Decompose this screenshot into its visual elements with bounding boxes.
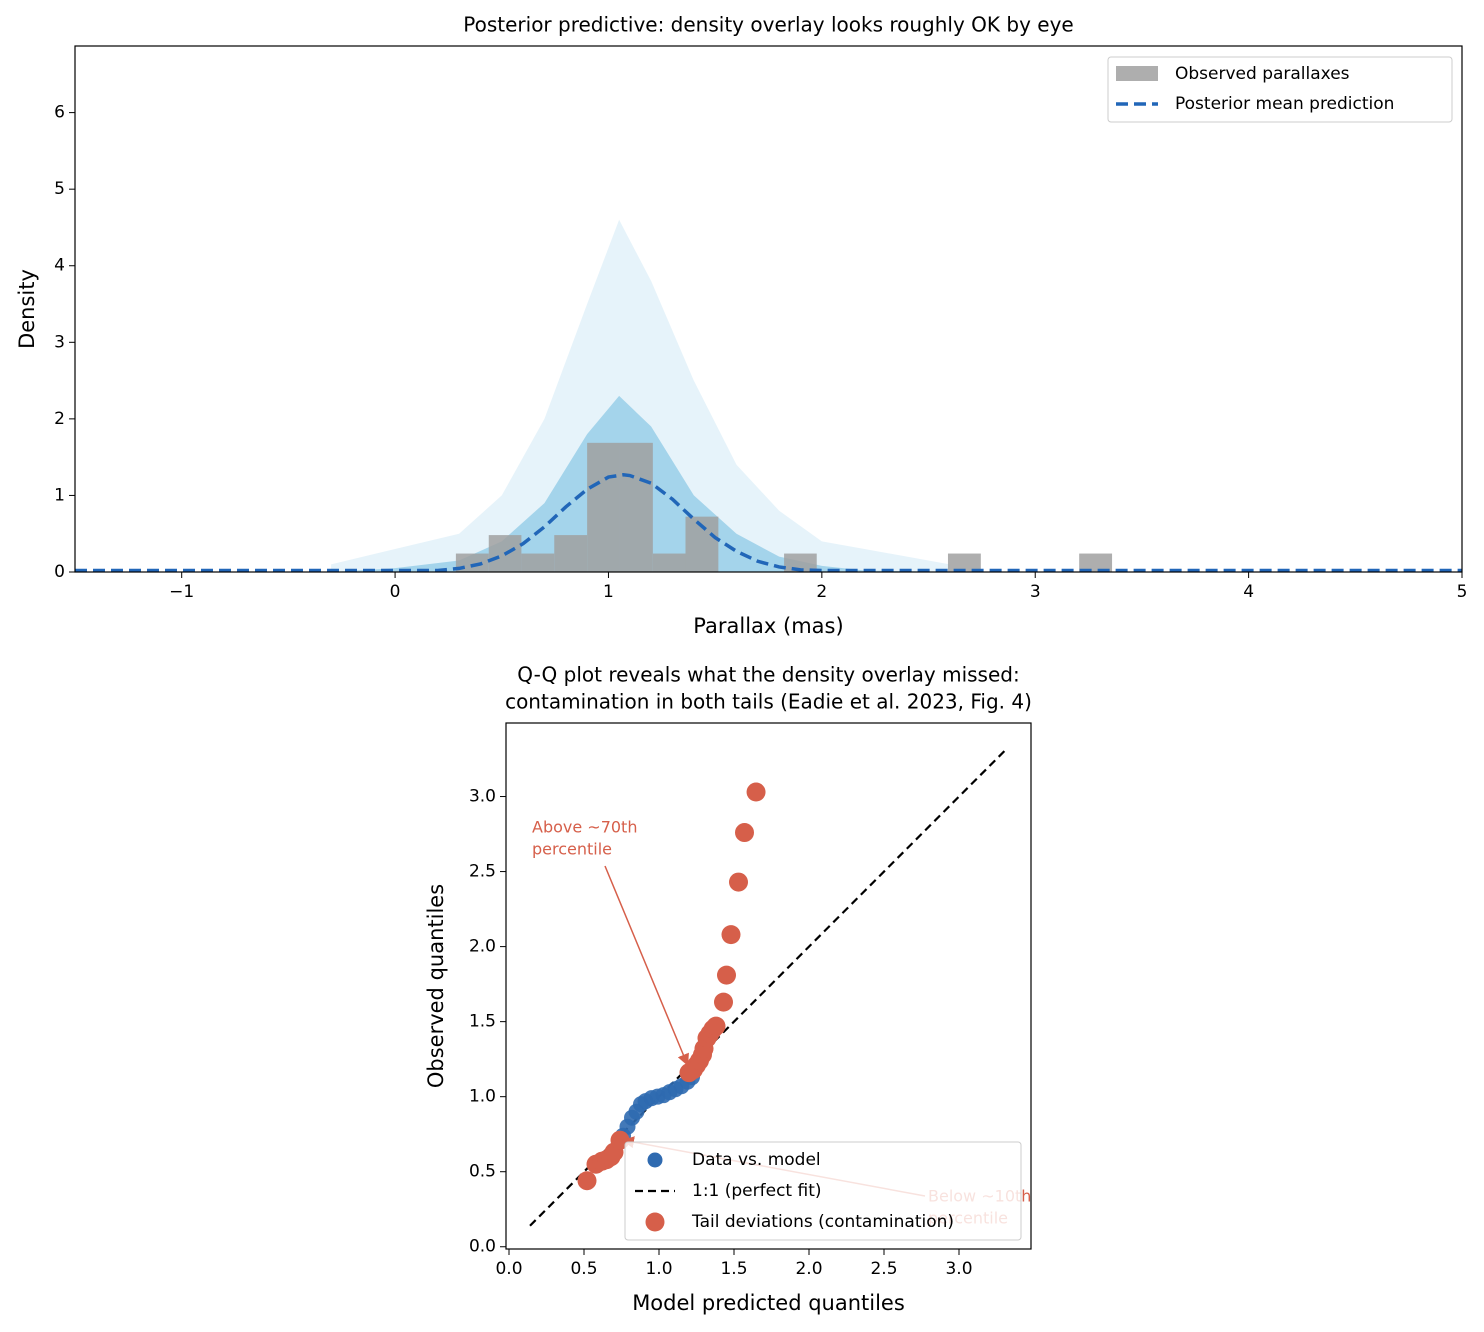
y-tick-label: 1.0 [469, 1087, 496, 1107]
legend-box [624, 1141, 1022, 1241]
legend-swatch [1116, 66, 1158, 81]
histogram-bar [554, 535, 588, 572]
legend-box [1107, 56, 1453, 123]
legend-label: 1:1 (perfect fit) [692, 1181, 822, 1201]
x-tick-label: 5 [1457, 582, 1468, 602]
y-tick-label: 0.5 [469, 1162, 496, 1182]
tail-point [717, 965, 736, 985]
x-tick-label: 1.5 [720, 1259, 747, 1279]
y-tick-label: 2.5 [469, 862, 496, 882]
identity-line [529, 747, 1008, 1227]
histogram-bar [619, 442, 653, 572]
x-tick-label: 1.0 [645, 1259, 672, 1279]
tail-point [746, 782, 766, 802]
legend-swatch [647, 1152, 663, 1168]
histogram-bar [587, 442, 620, 572]
x-tick-label: 0 [390, 582, 401, 602]
tail-point [577, 1171, 597, 1191]
histogram-bar [652, 553, 686, 572]
x-tick-label: 2.0 [795, 1259, 822, 1279]
axes-frame [505, 722, 1032, 1250]
legend-label: Tail deviations (contamination) [691, 1212, 954, 1232]
y-tick-label: 6 [54, 103, 65, 123]
x-tick-label: 3 [1030, 582, 1041, 602]
x-axis-label: Parallax (mas) [693, 614, 843, 638]
chart-title: contamination in both tails (Eadie et al… [505, 690, 1032, 714]
legend-swatch [645, 1212, 665, 1232]
mean-curve [75, 472, 1462, 573]
y-tick-label: 0.0 [469, 1237, 496, 1257]
x-tick-label: 3.0 [945, 1259, 972, 1279]
y-tick-label: 4 [54, 256, 65, 276]
y-tick-label: 5 [54, 179, 65, 199]
annotation-arrow [604, 865, 689, 1067]
y-axis-label: Density [15, 269, 39, 349]
x-tick-label: 2 [816, 582, 827, 602]
annotation: Above ~70th [532, 818, 637, 837]
predictive-draws [331, 219, 950, 572]
y-tick-label: 2.0 [469, 937, 496, 957]
x-tick-label: 4 [1243, 582, 1254, 602]
tail-point [714, 992, 733, 1012]
chart-title: Posterior predictive: density overlay lo… [463, 13, 1073, 37]
tail-point [721, 925, 741, 945]
annotation: percentile [532, 840, 612, 859]
y-tick-label: 3.0 [469, 787, 496, 807]
tail-point [706, 1016, 726, 1036]
y-axis-label: Observed quantiles [424, 884, 448, 1088]
x-tick-label: −1 [169, 582, 194, 602]
legend-label: Observed parallaxes [1175, 64, 1350, 84]
legend-label: Data vs. model [692, 1150, 821, 1170]
x-tick-label: 2.5 [870, 1259, 897, 1279]
histogram-bar [947, 553, 981, 572]
chart-title: Q-Q plot reveals what the density overla… [517, 663, 1019, 687]
x-tick-label: 0.5 [570, 1259, 597, 1279]
x-axis-label: Model predicted quantiles [632, 1291, 905, 1315]
histogram-bar [521, 553, 555, 572]
y-tick-label: 1 [54, 485, 65, 505]
tail-point [729, 872, 748, 892]
y-tick-label: 0 [54, 562, 65, 582]
x-tick-label: 1 [603, 582, 614, 602]
tail-point [735, 823, 754, 843]
x-tick-label: 0.0 [495, 1259, 522, 1279]
y-tick-label: 2 [54, 409, 65, 429]
histogram-bar [1079, 553, 1113, 572]
y-tick-label: 3 [54, 332, 65, 352]
legend-label: Posterior mean prediction [1175, 94, 1394, 114]
y-tick-label: 1.5 [469, 1012, 496, 1032]
axes-frame [74, 45, 1463, 573]
